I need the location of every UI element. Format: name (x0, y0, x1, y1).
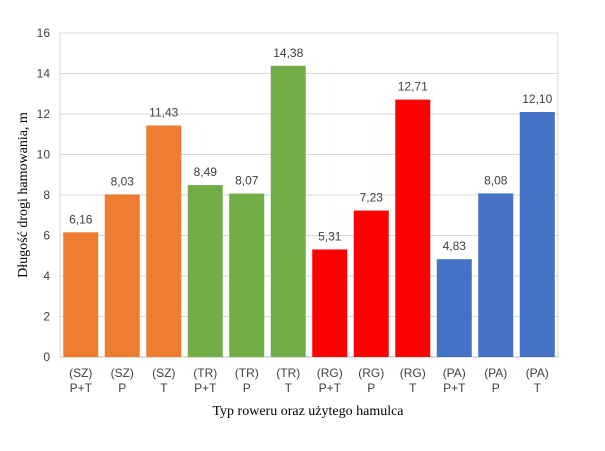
bar (104, 194, 140, 357)
y-axis-ticks: 0 2 4 6 8 10 12 14 16 (37, 26, 51, 364)
data-label: 5,31 (318, 229, 342, 243)
y-tick-label: 8 (43, 188, 50, 202)
x-tick-label: (RG) P+T (317, 366, 343, 395)
y-tick-label: 10 (37, 148, 51, 162)
data-label: 12,10 (522, 92, 552, 106)
data-label: 6,16 (69, 212, 93, 226)
x-tick-label-line: (RG) (400, 366, 426, 380)
x-tick-label: (TR) P (235, 366, 259, 395)
data-label: 8,07 (235, 174, 259, 188)
bar (353, 210, 389, 357)
bar (146, 125, 182, 357)
y-tick-label: 12 (37, 107, 51, 121)
x-tick-label-line: (SZ) (111, 366, 134, 380)
data-label: 7,23 (360, 191, 384, 205)
bar (229, 193, 265, 357)
data-labels: 6,16 8,03 11,43 8,49 8,07 14,38 5,31 7,23 12,71 4… (69, 46, 553, 253)
x-tick-label-line: (SZ) (69, 366, 92, 380)
bar (478, 193, 514, 357)
x-tick-label-line: T (409, 381, 417, 395)
x-tick-label-line: (RG) (358, 366, 384, 380)
x-tick-label-line: P+T (443, 381, 466, 395)
x-tick-label: (PA) P (484, 366, 507, 395)
x-tick-label-line: P+T (319, 381, 342, 395)
x-tick-label-line: P (367, 381, 375, 395)
data-label: 8,49 (194, 165, 218, 179)
x-tick-label-line: P (118, 381, 126, 395)
y-tick-label: 0 (43, 350, 50, 364)
x-tick-label-line: T (285, 381, 293, 395)
x-tick-label-line: (PA) (484, 366, 507, 380)
x-tick-label: (RG) T (400, 366, 426, 395)
x-tick-label-line: (TR) (235, 366, 259, 380)
data-label: 12,71 (398, 80, 428, 94)
x-tick-label-line: (RG) (317, 366, 343, 380)
x-tick-label-line: T (160, 381, 168, 395)
y-axis-title: Długość drogi hamowania, m (16, 112, 31, 278)
x-tick-label: (RG) P (358, 366, 384, 395)
x-axis-ticks: (SZ) P+T(SZ) P(SZ) T(TR) P+T(TR) P(TR) T(RG) P+… (69, 366, 549, 395)
x-tick-label: (SZ) P (111, 366, 134, 395)
y-tick-label: 2 (43, 310, 50, 324)
x-tick-label-line: P+T (194, 381, 217, 395)
bar (312, 249, 348, 357)
x-tick-label-line: (PA) (526, 366, 549, 380)
data-label: 14,38 (273, 46, 303, 60)
x-tick-label: (PA) P+T (443, 366, 466, 395)
x-tick-label-line: P+T (70, 381, 93, 395)
x-tick-label: (SZ) T (152, 366, 175, 395)
plot-area (59, 32, 559, 358)
data-label: 8,03 (111, 174, 135, 188)
y-tick-label: 16 (37, 26, 51, 40)
y-tick-label: 4 (43, 269, 50, 283)
data-label: 8,08 (484, 173, 508, 187)
x-tick-label: (SZ) P+T (69, 366, 93, 395)
y-tick-label: 6 (43, 229, 50, 243)
x-tick-label: (PA) T (526, 366, 549, 395)
x-tick-label-line: T (534, 381, 542, 395)
x-tick-label-line: (SZ) (152, 366, 175, 380)
y-tick-label: 14 (37, 67, 51, 81)
data-label: 4,83 (443, 239, 467, 253)
bar (187, 185, 223, 357)
bar (270, 65, 306, 358)
x-tick-label-line: P (243, 381, 251, 395)
x-axis-title: Typ roweru oraz użytego hamulca (212, 404, 404, 419)
x-tick-label: (TR) P+T (193, 366, 217, 395)
x-tick-label-line: (TR) (276, 366, 300, 380)
x-tick-label-line: (TR) (193, 366, 217, 380)
bar (63, 232, 99, 357)
bars (63, 65, 555, 358)
x-tick-label-line: P (492, 381, 500, 395)
data-label: 11,43 (149, 106, 178, 120)
bar (436, 259, 472, 357)
x-tick-label-line: (PA) (443, 366, 466, 380)
x-tick-label: (TR) T (276, 366, 300, 395)
bar (395, 99, 431, 357)
bar (519, 111, 555, 357)
